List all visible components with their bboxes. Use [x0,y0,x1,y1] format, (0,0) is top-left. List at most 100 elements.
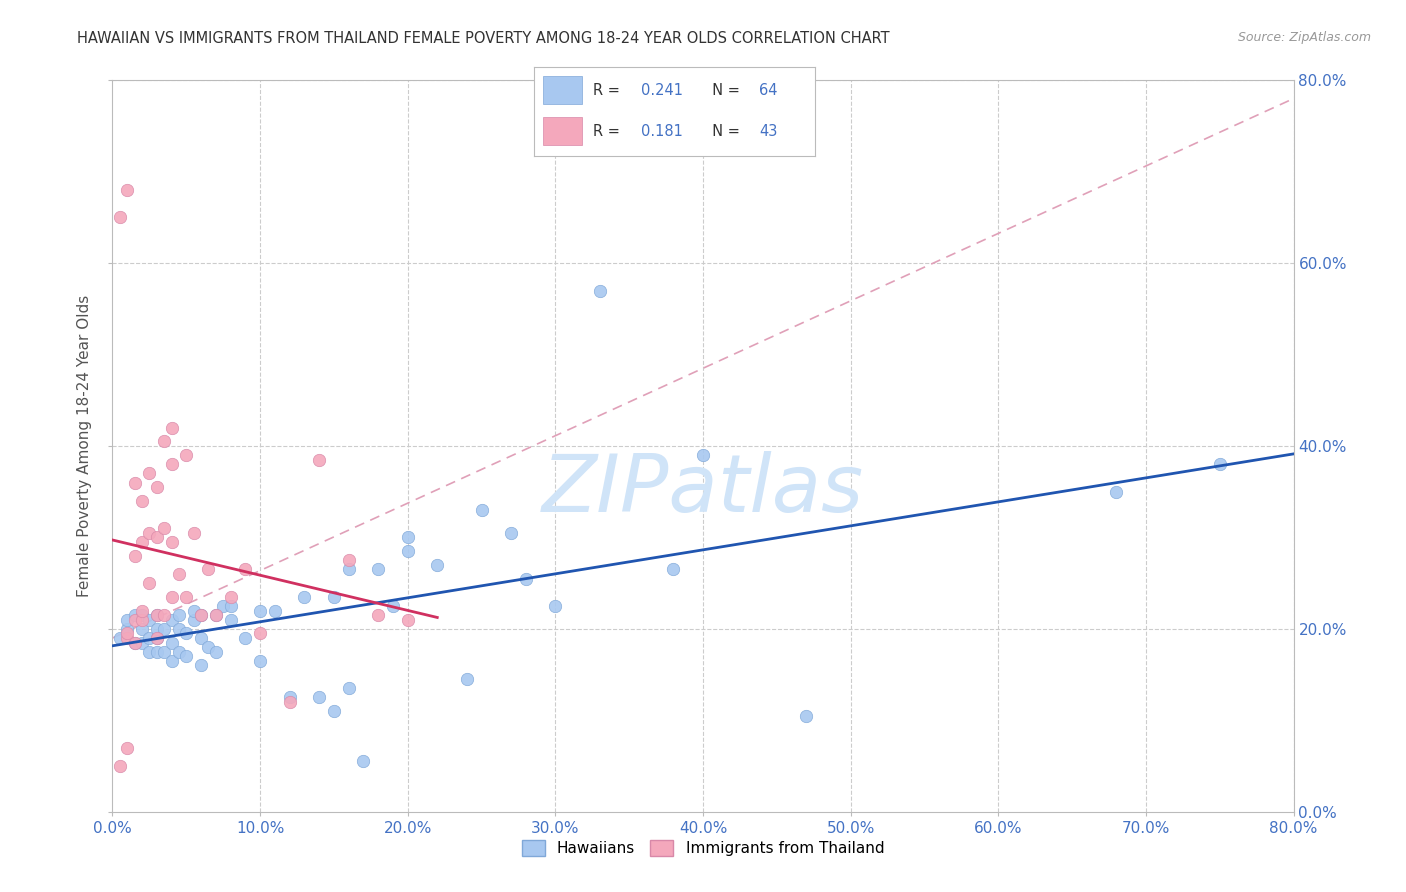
Point [117,613,138,627]
Point [456,672,478,686]
Text: 0.181: 0.181 [641,124,683,138]
Text: ZIPatlas: ZIPatlas [541,450,865,529]
Text: R =: R = [593,124,630,138]
Point [337,553,360,567]
Point [153,521,176,535]
Point [174,448,197,462]
Point [138,613,160,627]
Point [205,645,228,659]
Point [160,457,183,471]
Y-axis label: Female Poverty Among 18-24 Year Olds: Female Poverty Among 18-24 Year Olds [77,295,93,597]
Point [117,622,138,636]
Point [153,622,176,636]
Point [183,613,205,627]
Point [292,590,315,604]
Text: 0.241: 0.241 [641,83,683,97]
Point [264,603,287,617]
Point [146,645,169,659]
Point [190,631,212,645]
Point [153,434,176,449]
Point [160,590,183,604]
Point [146,530,169,544]
Point [146,608,169,623]
Point [117,740,138,755]
Point [160,535,183,549]
Point [219,590,242,604]
Point [108,211,131,225]
Text: N =: N = [703,83,745,97]
Point [278,695,301,709]
Point [219,599,242,613]
Bar [543,117,582,145]
Point [233,562,256,576]
Point [1208,457,1232,471]
Point [124,635,146,649]
Point [197,640,219,655]
Point [124,613,146,627]
Point [233,631,256,645]
Text: 64: 64 [759,83,778,97]
Point [167,608,190,623]
Point [183,603,205,617]
Point [323,704,346,718]
Point [131,603,153,617]
Point [278,690,301,705]
Point [249,603,271,617]
Point [124,475,146,490]
Point [108,631,131,645]
Point [131,613,153,627]
Point [174,649,197,664]
Point [108,759,131,773]
Point [146,608,169,623]
Text: 43: 43 [759,124,778,138]
Point [367,562,389,576]
Point [174,590,197,604]
Point [501,525,523,540]
Text: N =: N = [703,124,745,138]
Point [308,690,330,705]
Point [117,631,138,645]
Point [337,562,360,576]
Point [153,645,176,659]
Point [249,654,271,668]
Point [138,645,160,659]
Point [167,645,190,659]
Point [1105,484,1128,499]
Point [382,599,405,613]
Point [396,544,419,558]
Legend: Hawaiians, Immigrants from Thailand: Hawaiians, Immigrants from Thailand [516,834,890,863]
Point [117,626,138,640]
Point [138,467,160,481]
Point [160,635,183,649]
Text: HAWAIIAN VS IMMIGRANTS FROM THAILAND FEMALE POVERTY AMONG 18-24 YEAR OLDS CORREL: HAWAIIAN VS IMMIGRANTS FROM THAILAND FEM… [77,31,890,46]
Point [131,494,153,508]
Point [131,622,153,636]
Point [212,599,235,613]
Point [146,631,169,645]
Point [138,576,160,591]
Point [337,681,360,696]
Text: Source: ZipAtlas.com: Source: ZipAtlas.com [1237,31,1371,45]
Point [205,608,228,623]
Point [117,183,138,197]
Bar [543,76,582,104]
Point [124,635,146,649]
Point [692,448,714,462]
Point [396,613,419,627]
Point [197,562,219,576]
Point [544,599,567,613]
Point [160,421,183,435]
Point [796,708,818,723]
Point [131,608,153,623]
Point [190,658,212,673]
Point [352,755,374,769]
Point [124,549,146,563]
Point [470,503,494,517]
Point [662,562,685,576]
Point [160,654,183,668]
Point [146,480,169,494]
Point [205,608,228,623]
Point [426,558,449,572]
Point [367,608,389,623]
Point [167,567,190,582]
